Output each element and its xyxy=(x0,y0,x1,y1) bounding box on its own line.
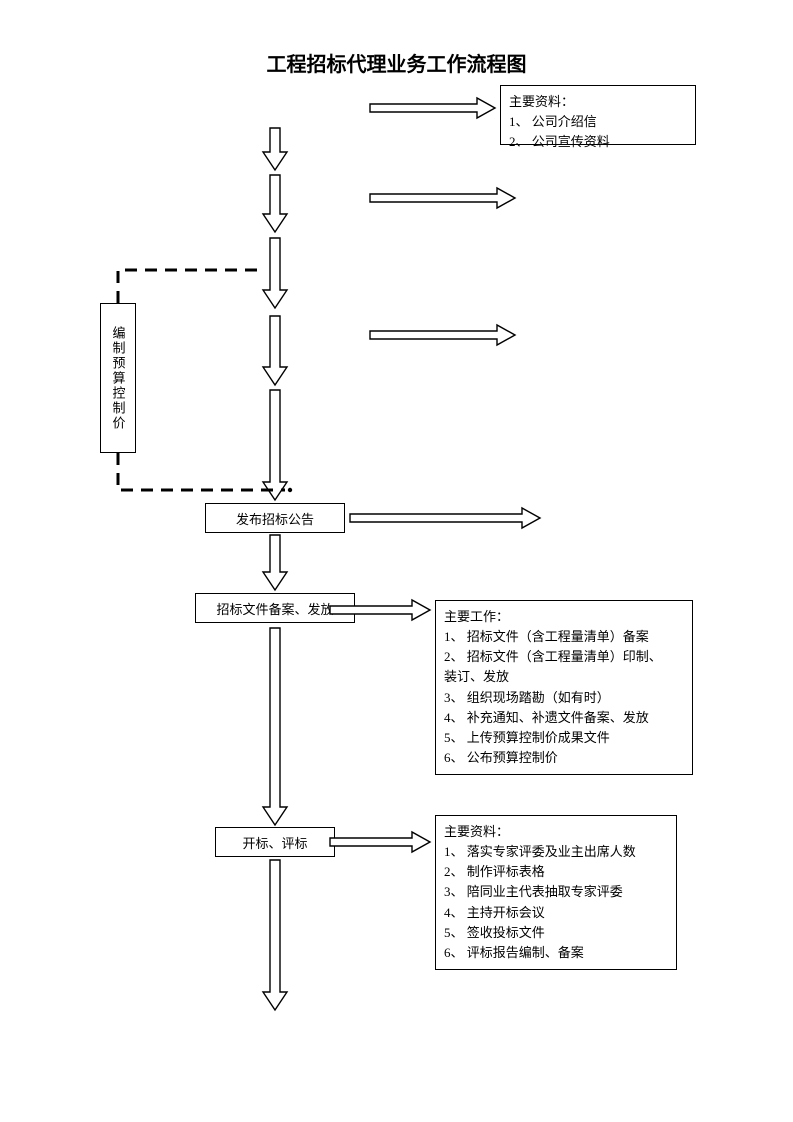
info-item: 6、 公布预算控制价 xyxy=(444,748,684,768)
node-publish-announcement: 发布招标公告 xyxy=(205,503,345,533)
info-box-1: 主要资料： 1、 公司介绍信2、 公司宣传资料 xyxy=(500,85,696,145)
info-item: 1、 公司介绍信 xyxy=(509,112,687,132)
info-list: 1、 落实专家评委及业主出席人数2、 制作评标表格3、 陪同业主代表抽取专家评委… xyxy=(444,842,668,963)
node-label: 开标、评标 xyxy=(242,833,307,852)
node-open-evaluate: 开标、评标 xyxy=(215,827,335,857)
info-item: 4、 补充通知、补遗文件备案、发放 xyxy=(444,708,684,728)
info-item: 2、 公司宣传资料 xyxy=(509,132,687,152)
info-item: 1、 落实专家评委及业主出席人数 xyxy=(444,842,668,862)
info-item: 5、 签收投标文件 xyxy=(444,923,668,943)
info-title: 主要资料： xyxy=(444,822,668,842)
info-item: 4、 主持开标会议 xyxy=(444,903,668,923)
node-side-label: 编制预算控制价 xyxy=(109,326,128,431)
page-title: 工程招标代理业务工作流程图 xyxy=(0,48,793,77)
info-list: 1、 招标文件（含工程量清单）备案2、 招标文件（含工程量清单）印制、 装订、发… xyxy=(444,627,684,768)
info-item: 2、 制作评标表格 xyxy=(444,862,668,882)
info-box-2: 主要工作： 1、 招标文件（含工程量清单）备案2、 招标文件（含工程量清单）印制… xyxy=(435,600,693,775)
node-label: 招标文件备案、发放 xyxy=(216,599,333,618)
info-item: 5、 上传预算控制价成果文件 xyxy=(444,728,684,748)
node-label: 发布招标公告 xyxy=(236,509,314,528)
info-item: 6、 评标报告编制、备案 xyxy=(444,943,668,963)
info-item: 2、 招标文件（含工程量清单）印制、 xyxy=(444,647,684,667)
info-item: 1、 招标文件（含工程量清单）备案 xyxy=(444,627,684,647)
info-item: 装订、发放 xyxy=(444,667,684,687)
info-box-3: 主要资料： 1、 落实专家评委及业主出席人数2、 制作评标表格3、 陪同业主代表… xyxy=(435,815,677,970)
info-title: 主要资料： xyxy=(509,92,687,112)
info-item: 3、 组织现场踏勘（如有时） xyxy=(444,688,684,708)
info-list: 1、 公司介绍信2、 公司宣传资料 xyxy=(509,112,687,152)
info-item: 3、 陪同业主代表抽取专家评委 xyxy=(444,882,668,902)
node-file-record-distribute: 招标文件备案、发放 xyxy=(195,593,355,623)
node-side-budget: 编制预算控制价 xyxy=(100,303,136,453)
info-title: 主要工作： xyxy=(444,607,684,627)
